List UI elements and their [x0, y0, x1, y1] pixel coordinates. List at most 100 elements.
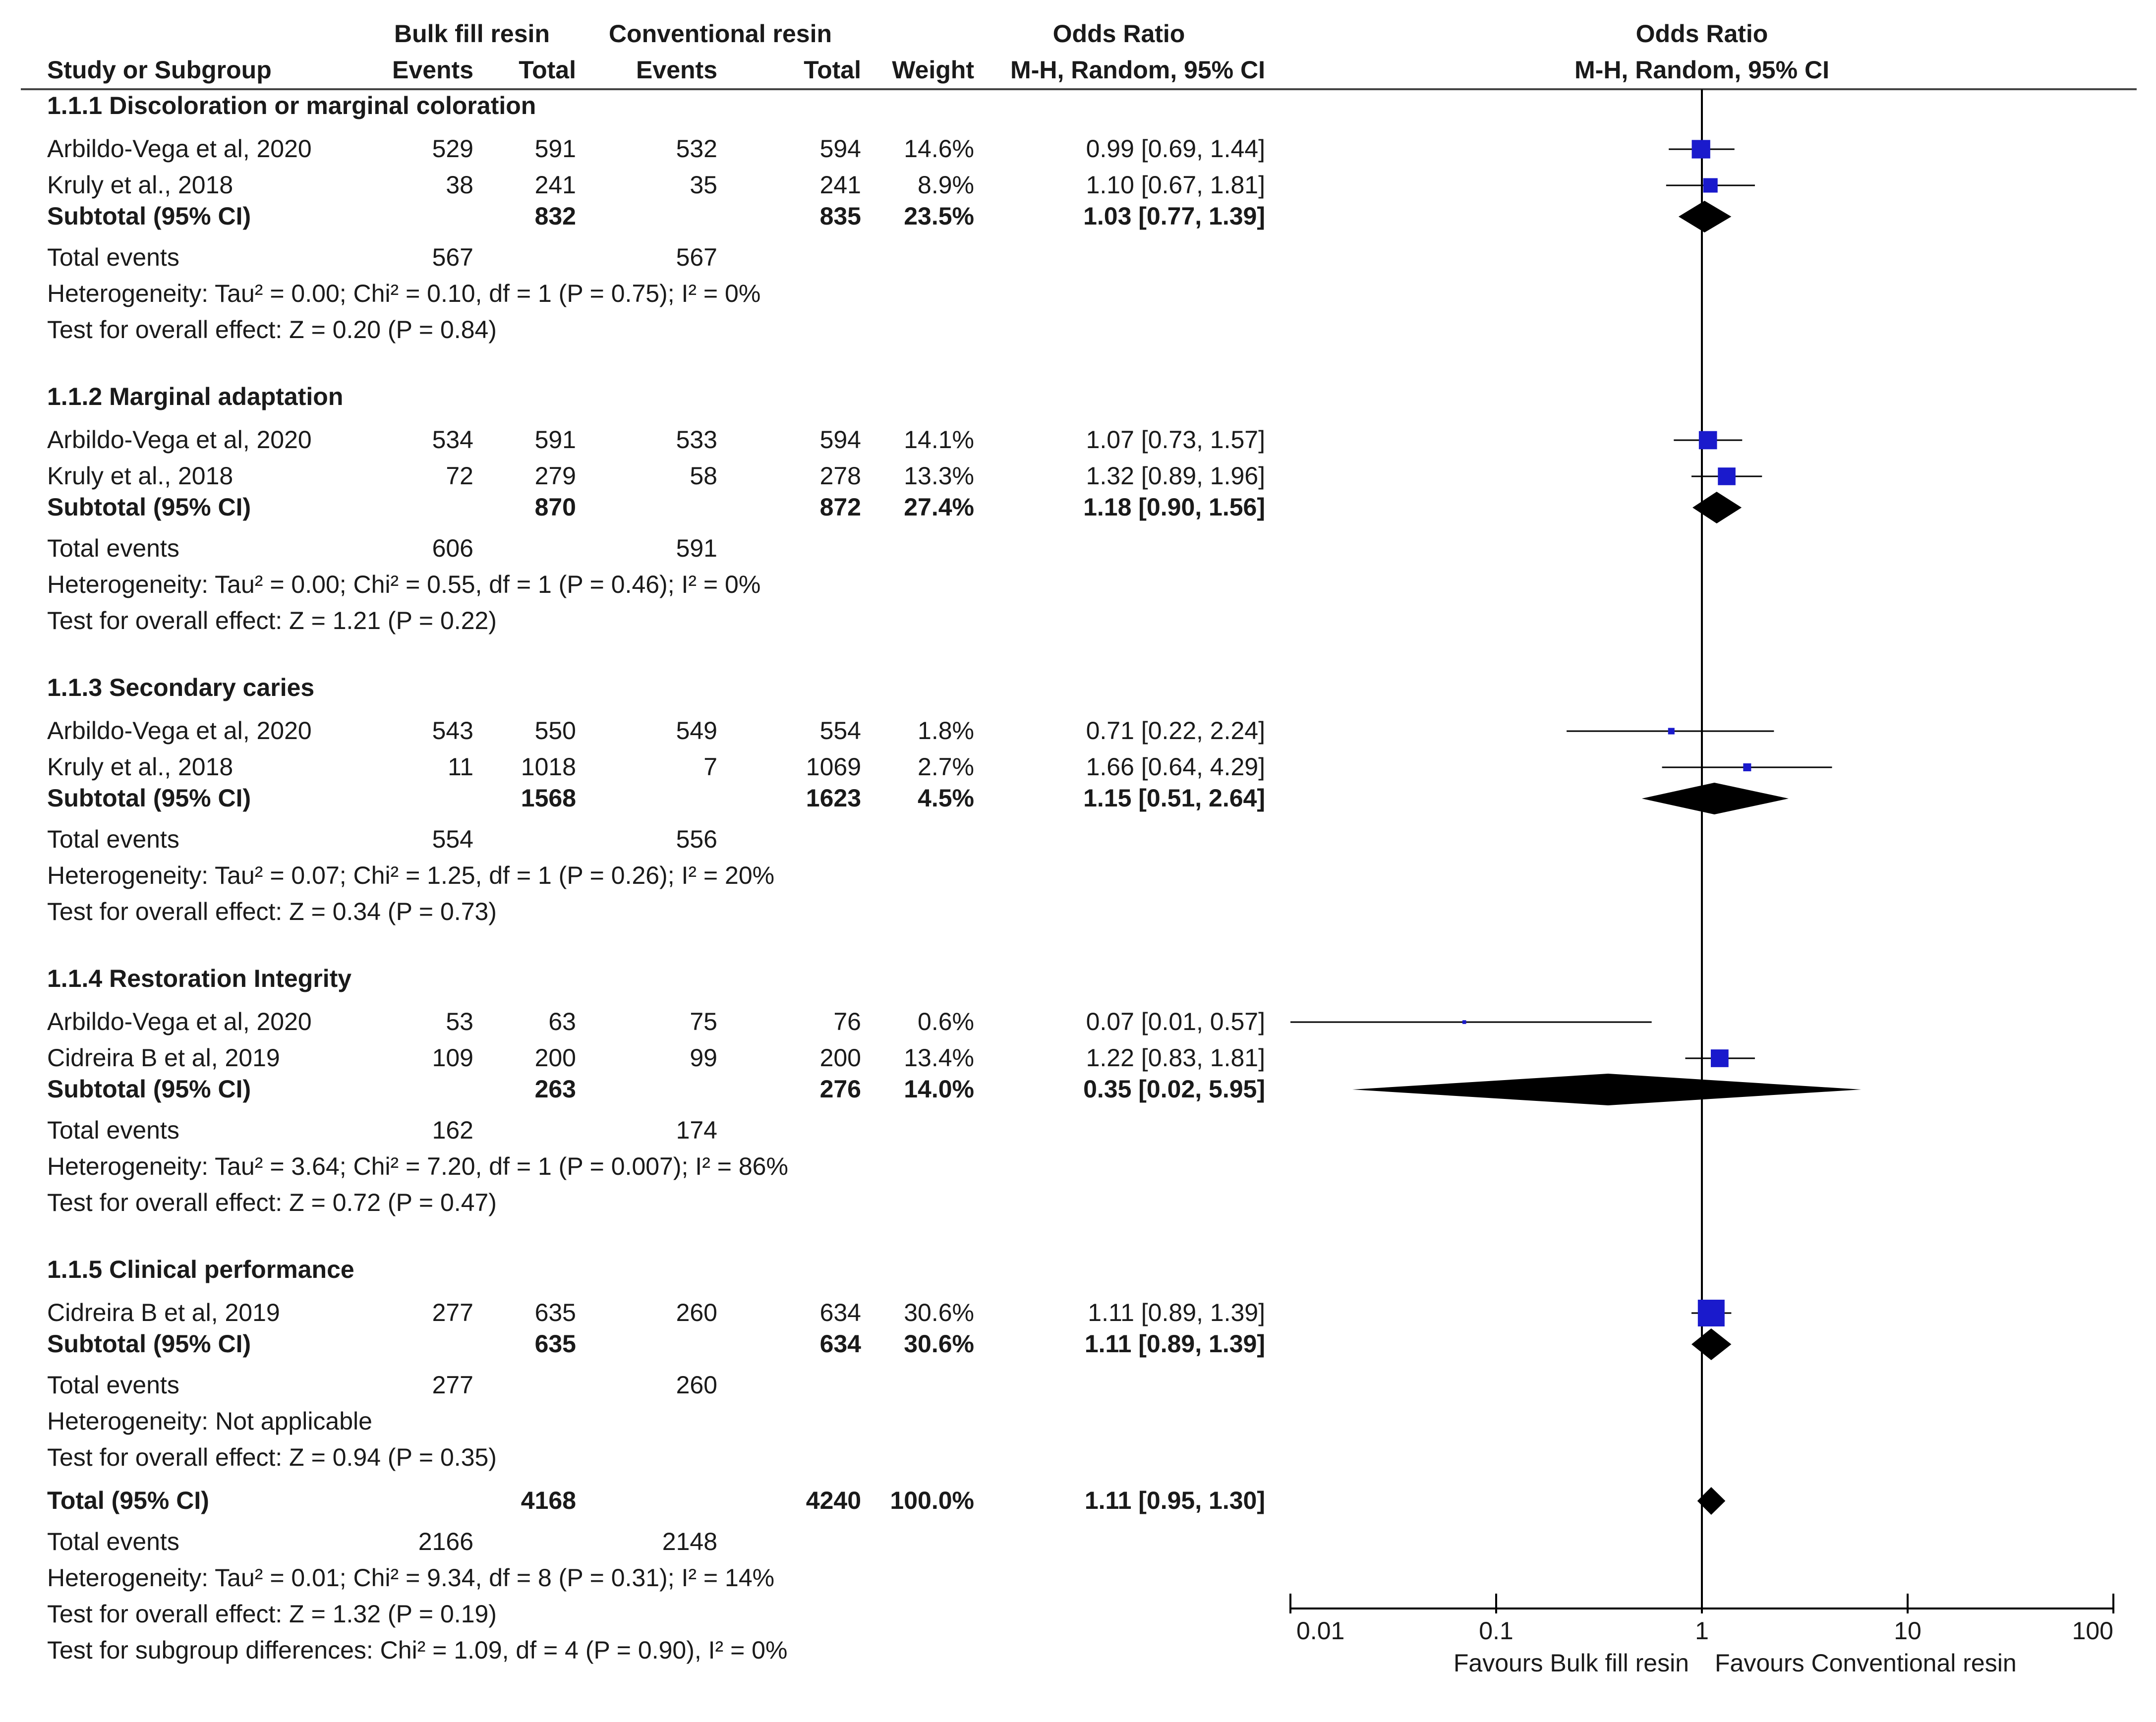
heterogeneity-text: Heterogeneity: Tau² = 0.07; Chi² = 1.25,…	[47, 861, 774, 889]
study-total1: 635	[535, 1299, 576, 1326]
study-marker	[1710, 1049, 1729, 1067]
study-name: Kruly et al., 2018	[47, 753, 233, 781]
study-total2: 278	[820, 462, 861, 490]
study-events2: 260	[676, 1299, 717, 1326]
study-name: Cidreira B et al, 2019	[47, 1299, 280, 1326]
subtotal-total2: 872	[820, 493, 861, 521]
study-total2: 554	[820, 717, 861, 745]
header-study-col: Study or Subgroup	[47, 56, 272, 84]
x-tick-label: 1	[1695, 1617, 1709, 1645]
study-total2: 200	[820, 1044, 861, 1072]
study-weight: 14.6%	[904, 135, 974, 163]
header-total1-col: Total	[519, 56, 576, 84]
study-name: Kruly et al., 2018	[47, 171, 233, 199]
study-ci: 0.07 [0.01, 0.57]	[1086, 1008, 1265, 1035]
subtotal-label: Subtotal (95% CI)	[47, 202, 251, 230]
subtotal-diamond	[1691, 1328, 1732, 1360]
heterogeneity-text: Heterogeneity: Tau² = 0.00; Chi² = 0.55,…	[47, 571, 760, 598]
subgroup-title: 1.1.5 Clinical performance	[47, 1256, 354, 1283]
subtotal-weight: 4.5%	[918, 784, 974, 812]
study-marker	[1703, 178, 1718, 193]
subtotal-total1: 263	[535, 1075, 576, 1103]
study-total1: 1018	[521, 753, 576, 781]
study-events1: 11	[448, 753, 473, 781]
overall-effect-text: Test for overall effect: Z = 0.72 (P = 0…	[47, 1189, 497, 1216]
subgroup-title: 1.1.2 Marginal adaptation	[47, 383, 343, 410]
subtotal-total1: 1568	[521, 784, 576, 812]
study-events2: 58	[690, 462, 717, 490]
total-events-label: Total events	[47, 1371, 179, 1399]
overall-total-events1: 2166	[418, 1528, 473, 1555]
study-weight: 8.9%	[918, 171, 974, 199]
subtotal-weight: 30.6%	[904, 1330, 974, 1358]
study-events2: 549	[676, 717, 717, 745]
total-events2: 556	[676, 825, 717, 853]
overall-total-events2: 2148	[662, 1528, 717, 1555]
study-total1: 591	[535, 135, 576, 163]
overall-heterogeneity-text: Heterogeneity: Tau² = 0.01; Chi² = 9.34,…	[47, 1564, 774, 1592]
x-tick-label: 100	[2072, 1617, 2113, 1645]
total-weight: 100.0%	[890, 1487, 974, 1514]
subtotal-ci: 1.18 [0.90, 1.56]	[1083, 493, 1265, 521]
total-events-label: Total events	[47, 534, 179, 562]
total-events2: 260	[676, 1371, 717, 1399]
overall-total-events-label: Total events	[47, 1528, 179, 1555]
subtotal-label: Subtotal (95% CI)	[47, 493, 251, 521]
study-total1: 591	[535, 426, 576, 454]
study-ci: 1.22 [0.83, 1.81]	[1086, 1044, 1265, 1072]
study-marker	[1718, 467, 1736, 485]
study-weight: 13.3%	[904, 462, 974, 490]
study-events1: 277	[432, 1299, 473, 1326]
header-method-right: M-H, Random, 95% CI	[1574, 56, 1829, 84]
overall-effect-total-text: Test for overall effect: Z = 1.32 (P = 0…	[47, 1600, 497, 1628]
total-label: Total (95% CI)	[47, 1487, 209, 1514]
study-name: Arbildo-Vega et al, 2020	[47, 1008, 312, 1035]
study-total1: 279	[535, 462, 576, 490]
heterogeneity-text: Heterogeneity: Tau² = 0.00; Chi² = 0.10,…	[47, 280, 760, 307]
favours-right-label: Favours Conventional resin	[1715, 1649, 2017, 1677]
heterogeneity-text: Heterogeneity: Not applicable	[47, 1407, 372, 1435]
header-group2: Conventional resin	[609, 20, 832, 48]
overall-effect-text: Test for overall effect: Z = 0.20 (P = 0…	[47, 316, 497, 344]
study-marker	[1462, 1020, 1466, 1024]
study-weight: 30.6%	[904, 1299, 974, 1326]
study-events2: 99	[690, 1044, 717, 1072]
subtotal-total1: 832	[535, 202, 576, 230]
study-events1: 109	[432, 1044, 473, 1072]
subtotal-diamond	[1641, 783, 1789, 814]
total-events-label: Total events	[47, 243, 179, 271]
study-events1: 72	[446, 462, 473, 490]
study-total2: 594	[820, 135, 861, 163]
subtotal-weight: 14.0%	[904, 1075, 974, 1103]
study-name: Arbildo-Vega et al, 2020	[47, 135, 312, 163]
subtotal-total2: 835	[820, 202, 861, 230]
study-marker	[1743, 763, 1751, 772]
subtotal-ci: 1.03 [0.77, 1.39]	[1083, 202, 1265, 230]
study-total2: 634	[820, 1299, 861, 1326]
study-name: Cidreira B et al, 2019	[47, 1044, 280, 1072]
subtotal-ci: 1.11 [0.89, 1.39]	[1085, 1330, 1265, 1358]
subtotal-ci: 0.35 [0.02, 5.95]	[1083, 1075, 1265, 1103]
study-total2: 241	[820, 171, 861, 199]
study-total2: 594	[820, 426, 861, 454]
study-total2: 76	[833, 1008, 861, 1035]
total-events-label: Total events	[47, 825, 179, 853]
header-or-title-left: Odds Ratio	[1053, 20, 1185, 48]
total-events1: 606	[432, 534, 473, 562]
overall-effect-text: Test for overall effect: Z = 0.34 (P = 0…	[47, 898, 497, 925]
total-events1: 554	[432, 825, 473, 853]
heterogeneity-text: Heterogeneity: Tau² = 3.64; Chi² = 7.20,…	[47, 1152, 788, 1180]
header-group1: Bulk fill resin	[394, 20, 550, 48]
total-diamond	[1697, 1487, 1726, 1515]
study-ci: 1.11 [0.89, 1.39]	[1088, 1299, 1265, 1326]
study-name: Kruly et al., 2018	[47, 462, 233, 490]
total-events1: 567	[432, 243, 473, 271]
study-weight: 13.4%	[904, 1044, 974, 1072]
subtotal-total2: 276	[820, 1075, 861, 1103]
subtotal-total2: 1623	[806, 784, 861, 812]
study-events1: 534	[432, 426, 473, 454]
subtotal-weight: 27.4%	[904, 493, 974, 521]
study-name: Arbildo-Vega et al, 2020	[47, 717, 312, 745]
study-events2: 35	[690, 171, 717, 199]
